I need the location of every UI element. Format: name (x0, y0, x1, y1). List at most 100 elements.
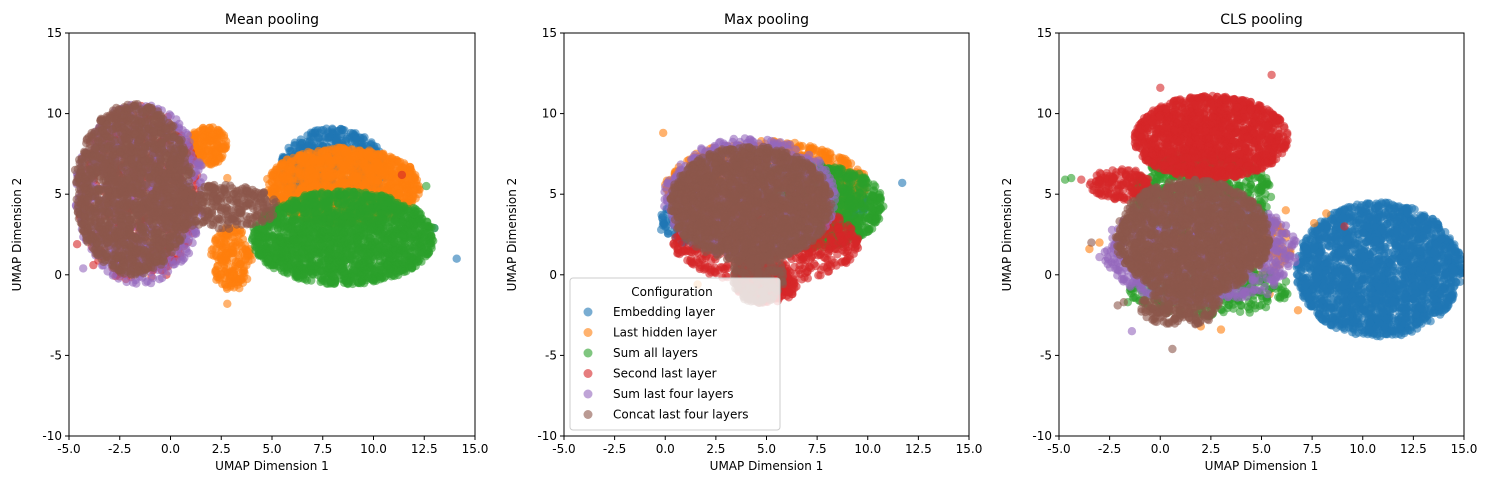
point (414, 207, 424, 217)
point (345, 236, 354, 245)
point (353, 235, 362, 244)
point (326, 250, 335, 259)
point (301, 168, 310, 178)
point (367, 241, 377, 250)
point (347, 269, 357, 279)
point (198, 151, 208, 161)
point (430, 223, 439, 233)
point (211, 268, 220, 277)
point (407, 187, 416, 196)
panel-1: -5.0 -2.5 0.0 2.5 5.0 7.5 10.0 12.5 15.0-10-5051… (10, 12, 488, 473)
points-layer (70, 100, 461, 308)
point (379, 154, 388, 163)
point (342, 187, 352, 196)
point (356, 279, 365, 288)
point (205, 156, 215, 165)
point (366, 219, 376, 228)
point (383, 260, 393, 270)
point (314, 156, 323, 165)
point (218, 256, 228, 266)
point (228, 254, 238, 263)
point (379, 200, 388, 209)
point (381, 245, 390, 254)
point (205, 123, 214, 133)
point (311, 198, 320, 207)
series-sum-all-layers (247, 181, 439, 289)
point (397, 240, 407, 249)
point (283, 222, 292, 231)
point (317, 266, 326, 276)
point (421, 221, 430, 230)
point (296, 157, 306, 166)
point (405, 261, 414, 270)
point (269, 184, 279, 193)
point (221, 137, 231, 146)
point (293, 263, 302, 273)
point (287, 165, 297, 174)
point (289, 235, 298, 245)
point (317, 227, 327, 236)
point (257, 247, 266, 257)
point (317, 148, 326, 157)
point (325, 240, 335, 250)
point (279, 177, 288, 186)
point (277, 160, 286, 169)
point (354, 245, 363, 255)
point (427, 232, 436, 241)
point (335, 155, 344, 165)
point (304, 138, 314, 147)
point (310, 180, 320, 190)
point (398, 217, 407, 227)
point (298, 202, 308, 212)
point (306, 190, 315, 200)
point (230, 269, 239, 279)
point (342, 220, 351, 229)
point (331, 227, 340, 237)
point (345, 161, 355, 171)
point (346, 227, 356, 237)
point (367, 266, 376, 275)
point (311, 250, 321, 259)
point (276, 236, 285, 245)
point (318, 214, 328, 223)
point (366, 230, 376, 240)
point (383, 234, 392, 243)
point (214, 157, 223, 166)
point (386, 157, 395, 167)
point (265, 254, 274, 263)
point (207, 245, 216, 255)
point (323, 152, 332, 161)
point (361, 166, 370, 175)
point (298, 150, 307, 159)
point (391, 251, 400, 260)
point (396, 207, 405, 217)
point (373, 161, 382, 170)
point (396, 189, 405, 198)
point (427, 241, 436, 250)
point (212, 129, 221, 139)
point (345, 251, 355, 261)
point (352, 191, 361, 200)
point (317, 166, 326, 175)
point (226, 282, 235, 291)
point (204, 145, 213, 155)
point (410, 237, 420, 246)
point (273, 249, 282, 258)
point (284, 143, 293, 153)
point (228, 233, 237, 242)
point (281, 202, 291, 211)
point (218, 144, 228, 153)
point (294, 224, 303, 233)
point (267, 177, 276, 186)
point (223, 299, 232, 308)
point (338, 172, 347, 181)
point (343, 279, 353, 289)
point (313, 126, 322, 135)
point (283, 262, 293, 271)
point (422, 181, 431, 191)
point (367, 171, 376, 180)
point (405, 170, 415, 180)
point (378, 214, 387, 224)
point (299, 269, 308, 279)
